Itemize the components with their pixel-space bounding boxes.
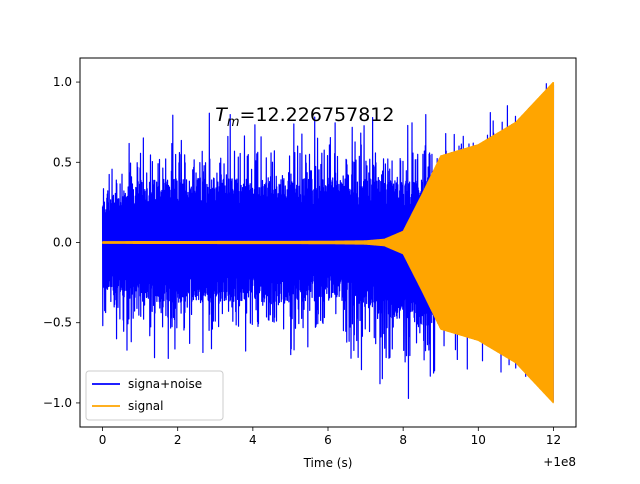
x-tick-label: 12: [546, 433, 561, 447]
series-signal: [101, 81, 555, 404]
y-tick-label: 0.5: [53, 155, 72, 169]
annotation-prefix: T: [215, 104, 228, 126]
x-tick-label: 6: [324, 433, 332, 447]
x-tick-label: 0: [99, 433, 107, 447]
annotation-value: =12.226757812: [240, 104, 395, 126]
x-tick-label: 8: [399, 433, 407, 447]
x-tick-label: 10: [471, 433, 486, 447]
y-tick-label: 0.0: [53, 236, 72, 250]
legend-label-signal: signal: [128, 399, 164, 413]
series-layer: [101, 81, 555, 404]
annotation-subscript: m: [227, 115, 240, 130]
x-axis-label: Time (s): [303, 456, 353, 470]
tm-annotation: Tm=12.226757812: [215, 104, 394, 130]
y-tick-label: 1.0: [53, 75, 72, 89]
x-tick-label: 4: [249, 433, 257, 447]
legend-label-signa-noise: signa+noise: [128, 377, 202, 391]
x-tick-label: 2: [174, 433, 182, 447]
y-tick-label: −1.0: [43, 396, 72, 410]
legend: signa+noise signal: [85, 370, 224, 421]
y-axis: −1.0 −0.5 0.0 0.5 1.0: [43, 75, 80, 410]
legend-box: [85, 370, 224, 421]
x-offset-label: +1e8: [543, 455, 576, 469]
x-axis: 0 2 4 6 8 10 12: [99, 427, 561, 447]
y-tick-label: −0.5: [43, 316, 72, 330]
